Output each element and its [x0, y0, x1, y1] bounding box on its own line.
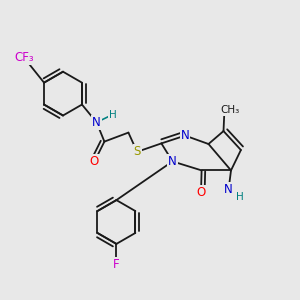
Text: N: N: [224, 183, 233, 196]
Text: N: N: [181, 129, 190, 142]
Text: F: F: [113, 258, 120, 271]
Text: N: N: [168, 155, 177, 168]
Text: CH₃: CH₃: [221, 105, 240, 115]
Text: CF₃: CF₃: [14, 51, 34, 64]
Text: H: H: [109, 110, 116, 120]
Text: S: S: [134, 145, 141, 158]
Text: H: H: [236, 191, 244, 202]
Text: O: O: [196, 186, 206, 199]
Text: O: O: [90, 155, 99, 168]
Text: N: N: [92, 116, 101, 129]
